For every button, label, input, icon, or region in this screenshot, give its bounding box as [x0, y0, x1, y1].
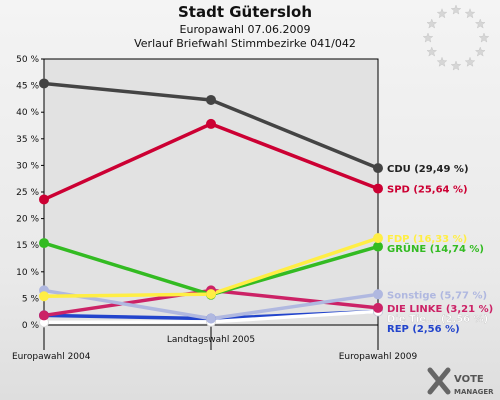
series-end-label: SPD (25,64 %) [387, 185, 468, 196]
y-tick-label: 15 % [16, 241, 39, 251]
chart-title: Stadt Gütersloh [178, 3, 312, 21]
series-end-label: CDU (29,49 %) [387, 164, 469, 175]
vote-manager-logo: VOTE MANAGER [427, 367, 494, 396]
y-tick-label: 35 % [16, 135, 39, 145]
data-point [373, 289, 383, 300]
data-point [373, 233, 383, 244]
eu-star-icon [464, 56, 476, 67]
series-end-label: Sonstige (5,77 %) [387, 290, 487, 301]
series-end-label: GRÜNE (14,74 %) [387, 241, 484, 255]
x-tick-label: Landtagswahl 2005 [167, 335, 255, 345]
logo-x-icon [427, 367, 451, 395]
y-tick-label: 0 % [22, 321, 40, 331]
data-point [373, 302, 383, 313]
series-end-label: DIE LINKE (3,21 %) [387, 304, 493, 315]
y-tick-label: 20 % [16, 215, 39, 225]
data-point [206, 289, 216, 300]
y-tick-label: 5 % [22, 294, 40, 304]
series-end-label: Die Tie... (2,56 %) [387, 314, 488, 325]
x-tick-label: Europawahl 2009 [339, 352, 418, 362]
logo-line-1: VOTE [454, 374, 484, 385]
y-tick-label: 30 % [16, 161, 39, 171]
data-point [373, 241, 383, 252]
eu-star-icon [474, 46, 486, 57]
data-point [373, 163, 383, 174]
series-end-label: FDP (16,33 %) [387, 234, 467, 245]
eu-star-icon [422, 32, 434, 43]
series-end-label: REP (2,56 %) [387, 324, 460, 335]
data-point [39, 310, 49, 321]
chart-subtitle-2: Verlauf Briefwahl Stimmbezirke 041/042 [134, 37, 356, 50]
data-point [206, 313, 216, 324]
eu-star-icon [464, 8, 476, 19]
y-tick-label: 10 % [16, 268, 39, 278]
eu-star-icon [426, 46, 438, 57]
eu-star-icon [436, 56, 448, 67]
eu-star-icon [474, 18, 486, 29]
data-point [39, 291, 49, 302]
eu-stars-icon [422, 4, 490, 71]
eu-star-icon [436, 8, 448, 19]
y-tick-label: 50 % [16, 55, 39, 65]
logo-line-2: MANAGER [454, 388, 494, 396]
eu-star-icon [450, 4, 462, 15]
chart-subtitle-1: Europawahl 07.06.2009 [180, 23, 311, 36]
data-point [39, 238, 49, 249]
x-tick-label: Europawahl 2004 [12, 352, 91, 362]
y-tick-label: 25 % [16, 188, 39, 198]
data-point [39, 78, 49, 89]
eu-star-icon [450, 60, 462, 71]
data-point [206, 94, 216, 105]
y-tick-label: 40 % [16, 108, 39, 118]
data-point [373, 183, 383, 194]
data-point [39, 194, 49, 205]
y-tick-label: 45 % [16, 82, 39, 92]
eu-star-icon [426, 18, 438, 29]
eu-star-icon [478, 32, 490, 43]
data-point [206, 118, 216, 129]
